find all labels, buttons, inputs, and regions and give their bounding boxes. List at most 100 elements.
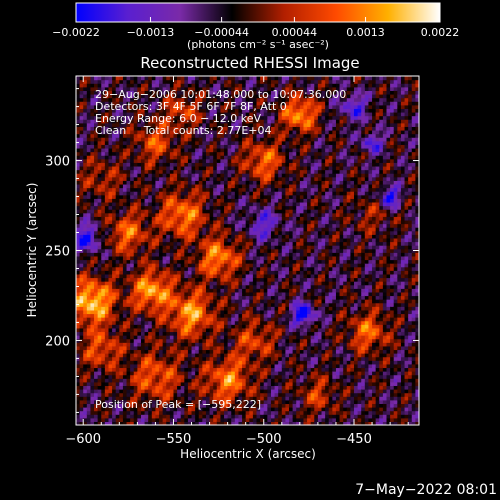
heatmap-cell xyxy=(162,97,167,102)
heatmap-cell xyxy=(245,417,250,422)
heatmap-cell xyxy=(216,165,222,171)
heatmap-cell xyxy=(224,396,229,401)
heatmap-cell xyxy=(108,396,113,401)
heatmap-cell xyxy=(173,299,178,304)
heatmap-cell xyxy=(155,284,160,289)
heatmap-cell xyxy=(76,216,81,221)
heatmap-cell xyxy=(86,147,92,153)
heatmap-cell xyxy=(101,104,106,109)
heatmap-cell xyxy=(216,414,222,419)
heatmap-cell xyxy=(148,151,153,156)
heatmap-cell xyxy=(162,83,167,88)
heatmap-cell xyxy=(216,281,222,286)
heatmap-cell xyxy=(245,317,250,322)
heatmap-cell xyxy=(159,216,164,221)
heatmap-cell xyxy=(137,252,142,257)
heatmap-cell xyxy=(101,144,106,149)
heatmap-cell xyxy=(234,209,240,214)
heatmap-cell xyxy=(245,281,250,286)
heatmap-cell xyxy=(104,151,110,156)
heatmap-cell xyxy=(205,241,211,246)
heatmap-cell xyxy=(86,101,92,106)
heatmap-cell xyxy=(137,306,142,311)
heatmap-cell xyxy=(260,407,265,412)
heatmap-cell xyxy=(86,169,92,174)
heatmap-cell xyxy=(140,371,146,376)
heatmap-cell xyxy=(101,237,106,243)
heatmap-cell xyxy=(220,180,225,185)
heatmap-cell xyxy=(198,407,203,412)
heatmap-cell xyxy=(202,230,207,235)
heatmap-cell xyxy=(83,353,88,358)
heatmap-cell xyxy=(249,306,254,311)
heatmap-cell xyxy=(162,356,167,361)
heatmap-cell xyxy=(177,291,182,297)
heatmap-cell xyxy=(227,410,232,415)
heatmap-cell xyxy=(249,284,254,289)
heatmap-cell xyxy=(86,266,92,271)
heatmap-cell xyxy=(252,245,258,250)
heatmap-cell xyxy=(191,187,196,192)
heatmap-cell xyxy=(140,421,146,425)
heatmap-cell xyxy=(195,169,200,174)
heatmap-cell xyxy=(159,356,164,361)
heatmap-cell xyxy=(195,97,200,102)
heatmap-cell xyxy=(90,219,95,225)
heatmap-cell xyxy=(231,281,236,286)
heatmap-cell xyxy=(112,216,117,221)
heatmap-cell xyxy=(256,367,261,372)
heatmap-cell xyxy=(162,119,167,124)
heatmap-cell xyxy=(173,194,178,199)
heatmap-cell xyxy=(104,338,110,343)
heatmap-cell xyxy=(101,79,106,84)
heatmap-cell xyxy=(238,173,243,178)
heatmap-cell xyxy=(202,234,207,239)
heatmap-cell xyxy=(83,288,88,293)
heatmap-cell xyxy=(249,104,254,109)
heatmap-cell xyxy=(159,342,164,347)
heatmap-cell xyxy=(213,399,218,405)
heatmap-cell xyxy=(205,259,211,264)
heatmap-cell xyxy=(198,338,203,343)
heatmap-cell xyxy=(104,385,110,390)
heatmap-cell xyxy=(252,374,258,379)
heatmap-cell xyxy=(76,119,81,124)
heatmap-cell xyxy=(184,76,189,81)
heatmap-cell xyxy=(213,101,218,106)
heatmap-cell xyxy=(115,212,120,217)
heatmap-cell xyxy=(216,335,222,340)
heatmap-cell xyxy=(159,295,164,300)
heatmap-cell xyxy=(76,295,81,300)
heatmap-cell xyxy=(151,227,157,232)
heatmap-cell xyxy=(245,291,250,297)
heatmap-cell xyxy=(169,381,175,387)
heatmap-cell xyxy=(234,126,240,131)
heatmap-cell xyxy=(238,155,243,160)
heatmap-cell xyxy=(115,104,120,109)
heatmap-cell xyxy=(166,417,171,422)
heatmap-cell xyxy=(177,378,182,383)
heatmap-cell xyxy=(242,353,247,358)
heatmap-cell xyxy=(166,345,171,351)
heatmap-cell xyxy=(187,83,193,88)
heatmap-cell xyxy=(242,176,247,181)
heatmap-cell xyxy=(126,133,131,138)
heatmap-cell xyxy=(86,162,92,167)
heatmap-cell xyxy=(144,140,149,145)
heatmap-cell xyxy=(126,259,131,264)
heatmap-cell xyxy=(195,180,200,185)
heatmap-cell xyxy=(177,191,182,196)
heatmap-cell xyxy=(191,234,196,239)
heatmap-cell xyxy=(198,331,203,336)
heatmap-cell xyxy=(86,273,92,279)
heatmap-cell xyxy=(216,331,222,336)
heatmap-cell xyxy=(159,320,164,325)
heatmap-cell xyxy=(173,191,178,196)
heatmap-cell xyxy=(256,270,261,275)
heatmap-cell xyxy=(97,356,102,361)
heatmap-cell xyxy=(213,288,218,293)
heatmap-cell xyxy=(140,169,146,174)
heatmap-cell xyxy=(234,378,240,383)
heatmap-cell xyxy=(112,277,117,282)
heatmap-cell xyxy=(173,93,178,99)
